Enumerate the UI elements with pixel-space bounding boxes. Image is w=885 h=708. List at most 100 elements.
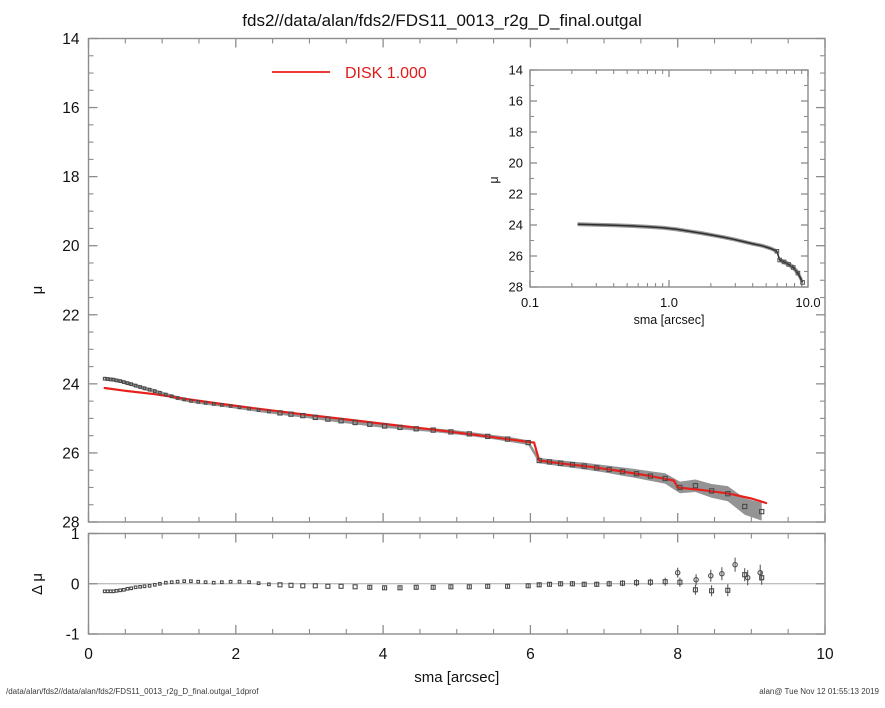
resid-data-point (102, 589, 107, 594)
resid-data-point (352, 584, 358, 590)
main-data-point (448, 429, 454, 435)
resid-data-point (114, 588, 119, 593)
main-data-point (196, 399, 201, 404)
resid-data-point (129, 586, 134, 591)
resid-data-point (719, 570, 725, 577)
main-y-tick-label: 26 (62, 445, 79, 462)
resid-y-tick-label: 1 (71, 526, 80, 543)
resid-data-point (569, 581, 575, 587)
resid-data-point (397, 585, 403, 591)
inset-data-point (774, 249, 780, 254)
main-data-point (569, 462, 576, 468)
resid-x-axis-label: sma [arcsec] (414, 669, 499, 686)
resid-data-point (674, 569, 681, 576)
main-data-point (158, 390, 162, 395)
main-data-point (466, 431, 472, 437)
main-data-point (677, 484, 683, 491)
resid-x-tick-label: 10 (816, 646, 834, 663)
disk-model-line (103, 386, 768, 505)
resid-data-point (448, 584, 454, 590)
resid-y-axis-label: Δ μ (29, 573, 46, 595)
resid-x-tick-label: 2 (231, 646, 240, 663)
resid-data-point (693, 576, 699, 583)
main-data-point (169, 394, 174, 399)
resid-data-point (709, 588, 715, 594)
main-data-point (430, 427, 436, 433)
main-data-point (581, 463, 587, 469)
inset-data-point (786, 262, 791, 267)
main-data-point (133, 383, 138, 388)
resid-data-point (367, 584, 373, 590)
resid-data-point (413, 584, 419, 590)
resid-data-point (466, 584, 472, 590)
main-data-point (138, 385, 142, 389)
main-y-tick-label: 18 (62, 169, 79, 186)
resid-data-point (169, 580, 174, 585)
resid-data-point (211, 580, 216, 585)
inset-y-tick-label: 14 (509, 63, 523, 78)
resid-data-point (742, 572, 748, 578)
main-data-point (619, 468, 626, 475)
resid-data-point (485, 583, 491, 589)
main-data-point (504, 436, 511, 442)
resid-data-point (108, 589, 113, 594)
main-data-point (525, 439, 531, 446)
main-data-point (708, 488, 715, 494)
resid-data-point (647, 579, 653, 585)
resid-data-point (228, 579, 233, 584)
resid-data-point (196, 579, 201, 584)
resid-data-point (237, 579, 242, 584)
main-data-point (211, 402, 216, 406)
resid-data-point (147, 583, 152, 588)
main-data-point (692, 483, 699, 489)
resid-data-point (505, 583, 511, 589)
footer-user-timestamp: alan@ Tue Nov 12 01:55:13 2019 (759, 687, 879, 696)
resid-data-point (382, 585, 388, 591)
resid-data-point (338, 583, 344, 589)
resid-data-point (558, 581, 564, 587)
resid-data-point (158, 581, 162, 586)
inset-background (530, 70, 808, 287)
resid-data-point (189, 579, 193, 584)
main-data-point (312, 414, 318, 421)
resid-data-point (744, 574, 751, 581)
resid-data-point (525, 583, 531, 589)
inset-data-point (790, 265, 796, 270)
main-data-point (237, 405, 242, 410)
resid-data-point (138, 584, 142, 589)
resid-y-tick-label: 0 (71, 576, 80, 593)
resid-x-tick-label: 6 (526, 646, 535, 663)
main-data-point (142, 386, 147, 391)
resid-data-point (546, 581, 553, 587)
main-data-point (647, 473, 654, 479)
main-data-point (203, 401, 208, 405)
main-data-point (759, 508, 765, 515)
resid-x-tick-label: 4 (379, 646, 388, 663)
resid-data-point (142, 584, 147, 589)
main-data-point (267, 409, 271, 414)
main-data-point (122, 380, 126, 384)
main-data-point (633, 471, 640, 477)
inset-y-tick-label: 20 (509, 156, 523, 171)
resid-data-point (256, 581, 261, 586)
resid-data-point (219, 580, 224, 585)
inset-y-tick-label: 28 (509, 280, 523, 295)
inset-y-tick-label: 24 (509, 218, 523, 233)
main-data-point (182, 397, 187, 402)
resid-data-point (203, 580, 208, 585)
main-data-point (118, 379, 123, 383)
inset-data-point (795, 270, 801, 276)
main-y-axis-label: μ (29, 286, 46, 295)
inset-y-tick-label: 16 (509, 94, 523, 109)
main-y-tick-label: 20 (62, 238, 80, 255)
main-data-point (742, 503, 748, 510)
main-data-point (413, 426, 419, 432)
legend-label: DISK 1.000 (345, 65, 427, 82)
inset-x-axis-label: sma [arcsec] (634, 313, 705, 327)
main-y-tick-label: 22 (62, 307, 79, 324)
main-data-point (725, 491, 731, 497)
resid-data-point (662, 579, 668, 585)
resid-data-point (606, 581, 612, 587)
